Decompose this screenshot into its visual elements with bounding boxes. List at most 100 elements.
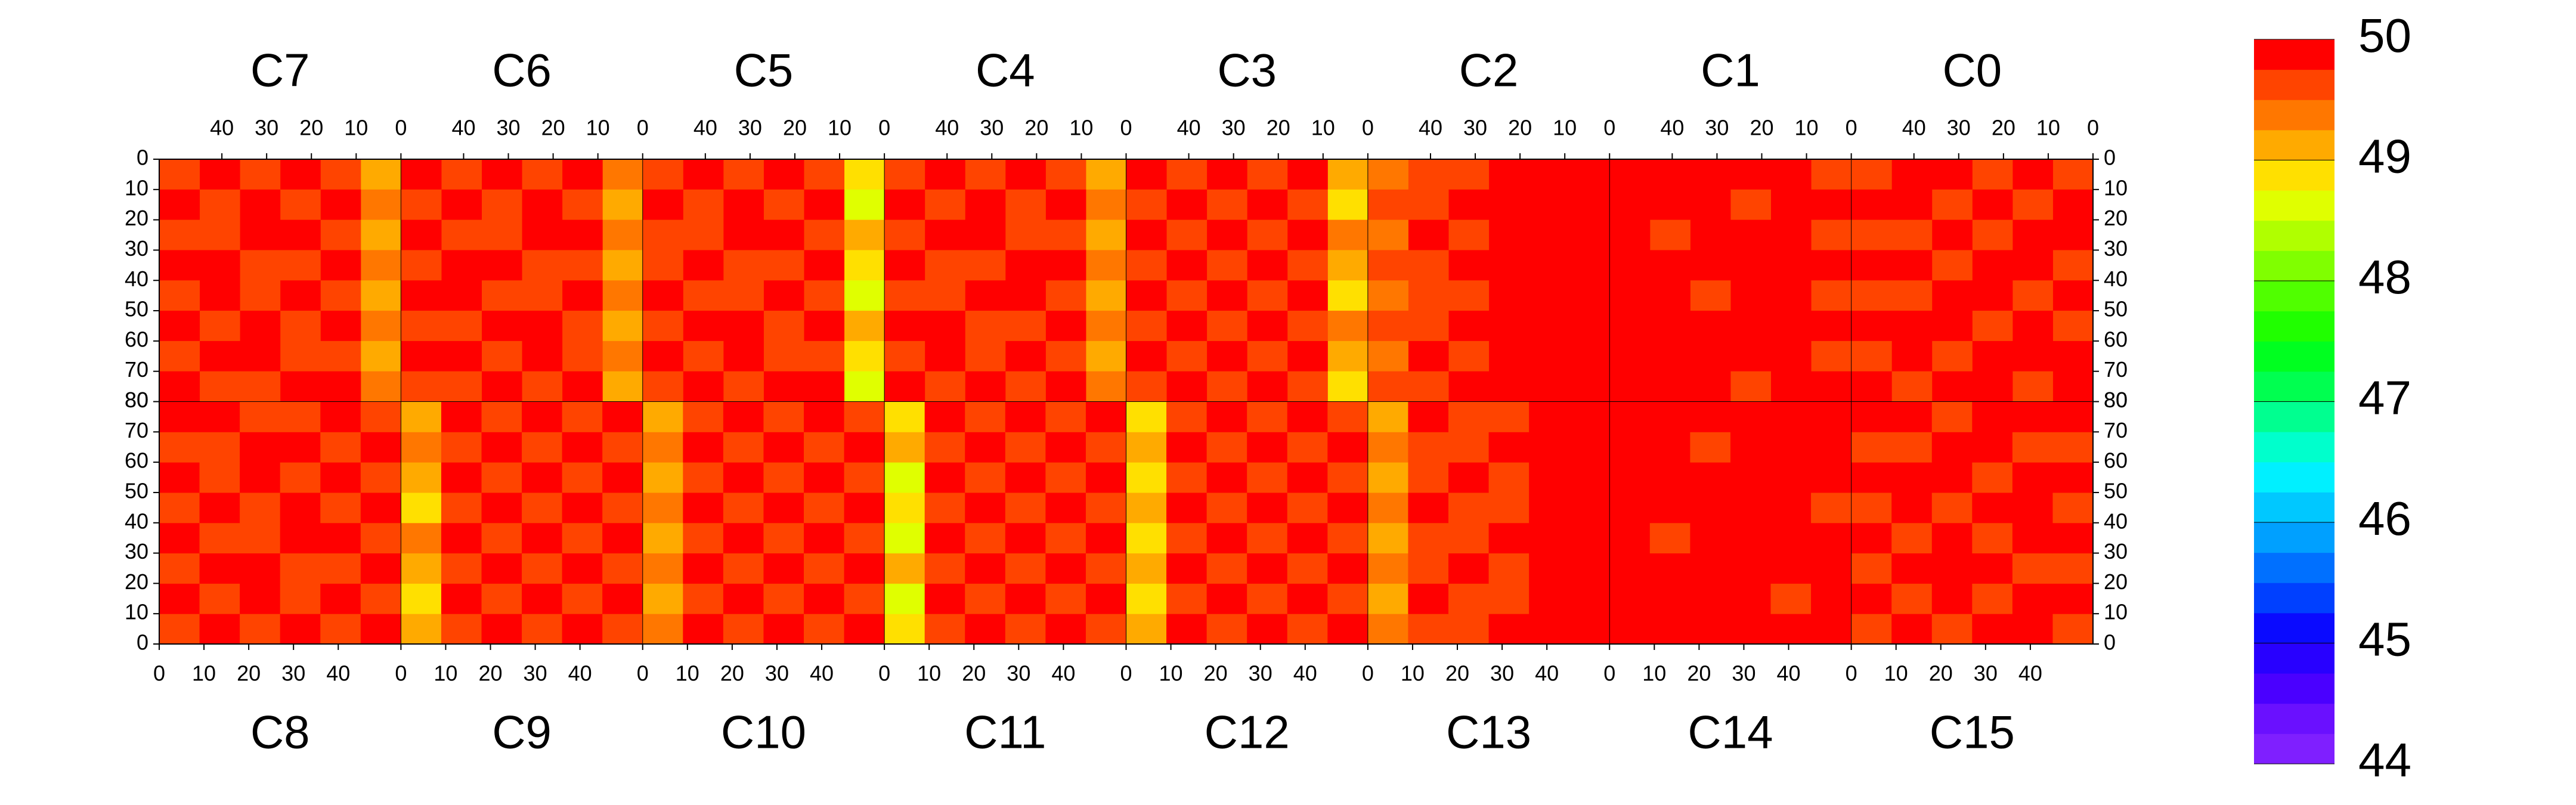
heat-cell (1569, 250, 1610, 281)
heat-cell (965, 553, 1006, 584)
heat-cell (965, 280, 1006, 311)
heat-cell (320, 189, 361, 221)
heat-cell (199, 250, 240, 281)
heat-cell (804, 583, 845, 614)
heat-cell (844, 280, 885, 311)
heat-cell (1448, 522, 1490, 554)
heat-cell (1448, 432, 1490, 463)
heat-cell (320, 371, 361, 402)
heat-cell (1247, 583, 1288, 614)
heat-cell (1126, 522, 1167, 554)
heat-cell (481, 614, 522, 645)
heat-cell (280, 219, 321, 250)
heat-cell (642, 462, 683, 493)
colorbar-band (2254, 522, 2334, 553)
y-tick-label: 80 (125, 388, 148, 412)
heat-cell (965, 432, 1006, 463)
heat-cell (804, 280, 845, 311)
panel-title: C6 (492, 44, 552, 97)
heat-cell (320, 311, 361, 342)
heat-cell (562, 432, 603, 463)
heat-cell (1770, 522, 1812, 554)
x-tick-label: 40 (935, 116, 959, 140)
x-tick-label: 40 (1293, 661, 1317, 686)
heat-cell (1931, 219, 1973, 250)
heat-cell (1891, 583, 1933, 614)
x-tick-label: 0 (637, 116, 649, 140)
heat-cell (441, 219, 482, 250)
heat-cell (1649, 432, 1690, 463)
heat-cell (1408, 311, 1449, 342)
heat-cell (1367, 614, 1408, 645)
heat-cell (240, 522, 281, 554)
heat-cell (804, 189, 845, 221)
y-tick-label: 30 (2104, 539, 2128, 564)
heat-cell (1126, 250, 1167, 281)
heat-cell (441, 462, 482, 493)
heat-cell (1206, 159, 1247, 190)
x-tick-label: 40 (210, 116, 234, 140)
heat-cell (280, 250, 321, 281)
heat-cell (1327, 522, 1368, 554)
x-tick-label: 10 (2036, 116, 2060, 140)
x-tick-label: 30 (1947, 116, 1971, 140)
panel-title: C5 (734, 44, 794, 97)
y-tick-label: 80 (2104, 388, 2128, 412)
heat-cell (1851, 522, 1892, 554)
heat-cell (481, 583, 522, 614)
heat-cell (1931, 159, 1973, 190)
heat-cell (1247, 401, 1288, 432)
heat-cell (602, 340, 643, 372)
y-tick-label: 30 (2104, 236, 2128, 261)
heat-cell (401, 280, 442, 311)
heat-cell (1851, 462, 1892, 493)
heat-cell (1770, 401, 1812, 432)
x-tick-label: 20 (1992, 116, 2015, 140)
heat-cell (2012, 280, 2053, 311)
heat-cell (320, 553, 361, 584)
heat-cell (1045, 583, 1086, 614)
heat-cell (844, 371, 885, 402)
heat-cell (1045, 492, 1086, 524)
y-tick-label: 30 (125, 539, 148, 564)
heat-cell (522, 250, 563, 281)
heat-cell (804, 219, 845, 250)
heat-cell (1891, 280, 1933, 311)
heat-cell (1811, 219, 1852, 250)
heat-cell (723, 401, 764, 432)
heat-cell (481, 280, 522, 311)
heat-cell (481, 219, 522, 250)
heat-cell (884, 583, 925, 614)
heat-cell (1448, 462, 1490, 493)
x-tick-label: 30 (1490, 661, 1514, 686)
heat-cell (1649, 522, 1690, 554)
heat-cell (562, 522, 603, 554)
heat-cell (2012, 614, 2053, 645)
heat-cell (240, 311, 281, 342)
colorbar-band (2254, 733, 2334, 764)
heat-cell (1931, 522, 1973, 554)
heat-cell (1247, 340, 1288, 372)
heat-cell (1931, 280, 1973, 311)
heat-cell (401, 492, 442, 524)
heat-cell (1327, 432, 1368, 463)
heat-cell (280, 522, 321, 554)
heat-cell (481, 432, 522, 463)
heat-cell (441, 553, 482, 584)
heat-cell (2052, 553, 2094, 584)
heat-cell (360, 553, 401, 584)
heat-cell (1770, 614, 1812, 645)
heat-cell (1529, 462, 1570, 493)
colorbar-band (2254, 703, 2334, 734)
heat-cell (2052, 280, 2094, 311)
heat-cell (1730, 189, 1771, 221)
x-tick-label: 0 (1362, 661, 1374, 686)
heat-cell (1488, 614, 1530, 645)
heat-cell (1488, 371, 1530, 402)
x-tick-label: 40 (1535, 661, 1559, 686)
heat-cell (159, 189, 200, 221)
heat-cell (280, 492, 321, 524)
heat-cell (401, 583, 442, 614)
heat-cell (1811, 340, 1852, 372)
heat-cell (965, 219, 1006, 250)
